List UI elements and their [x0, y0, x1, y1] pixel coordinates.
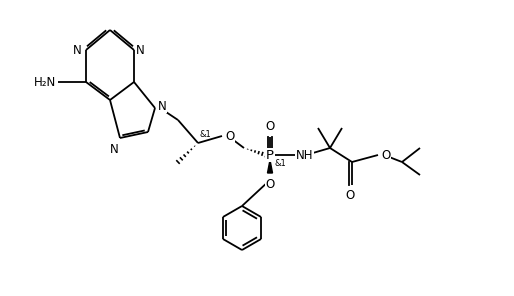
Text: O: O [345, 189, 355, 202]
Text: &1: &1 [200, 130, 212, 139]
Polygon shape [267, 160, 272, 173]
Text: &1: &1 [275, 159, 287, 168]
Text: O: O [265, 120, 274, 133]
Text: N: N [136, 44, 145, 57]
Text: O: O [381, 149, 390, 162]
Text: H₂N: H₂N [34, 75, 56, 89]
Text: O: O [265, 178, 274, 191]
Text: NH: NH [296, 149, 314, 162]
Text: P: P [266, 149, 274, 162]
Text: O: O [225, 130, 234, 142]
Text: N: N [158, 99, 167, 112]
Text: N: N [74, 44, 82, 57]
Text: N: N [110, 143, 119, 156]
